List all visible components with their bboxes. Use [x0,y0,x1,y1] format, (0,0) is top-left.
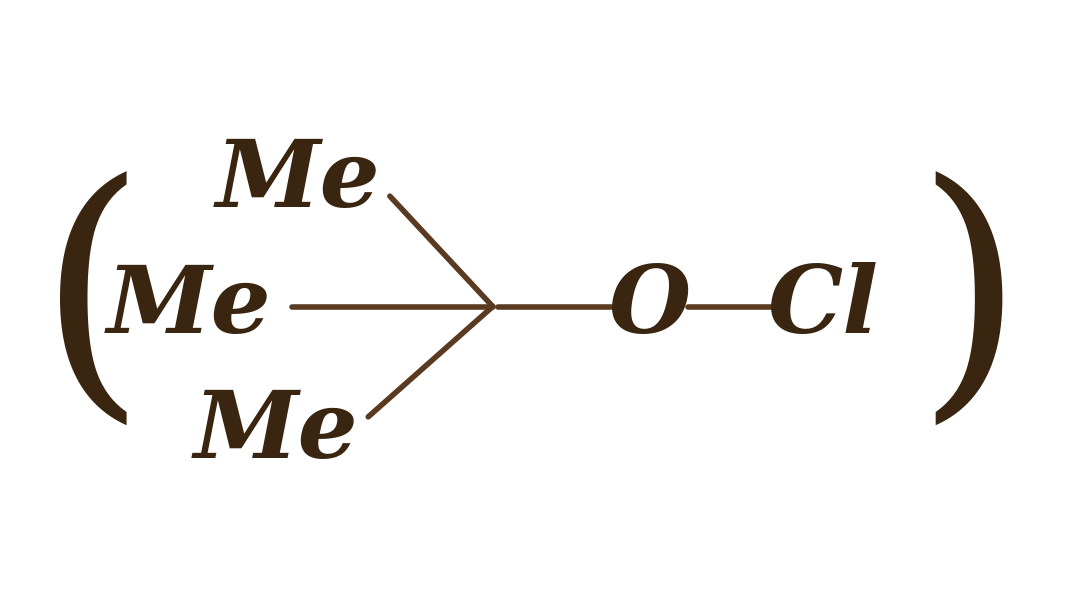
Text: Me: Me [216,136,380,226]
Text: Me: Me [194,387,358,477]
Text: O: O [609,262,691,351]
Text: ): ) [915,172,1023,441]
Text: (: ( [38,172,146,441]
Text: Me: Me [107,262,272,351]
Text: Cl: Cl [768,262,878,351]
